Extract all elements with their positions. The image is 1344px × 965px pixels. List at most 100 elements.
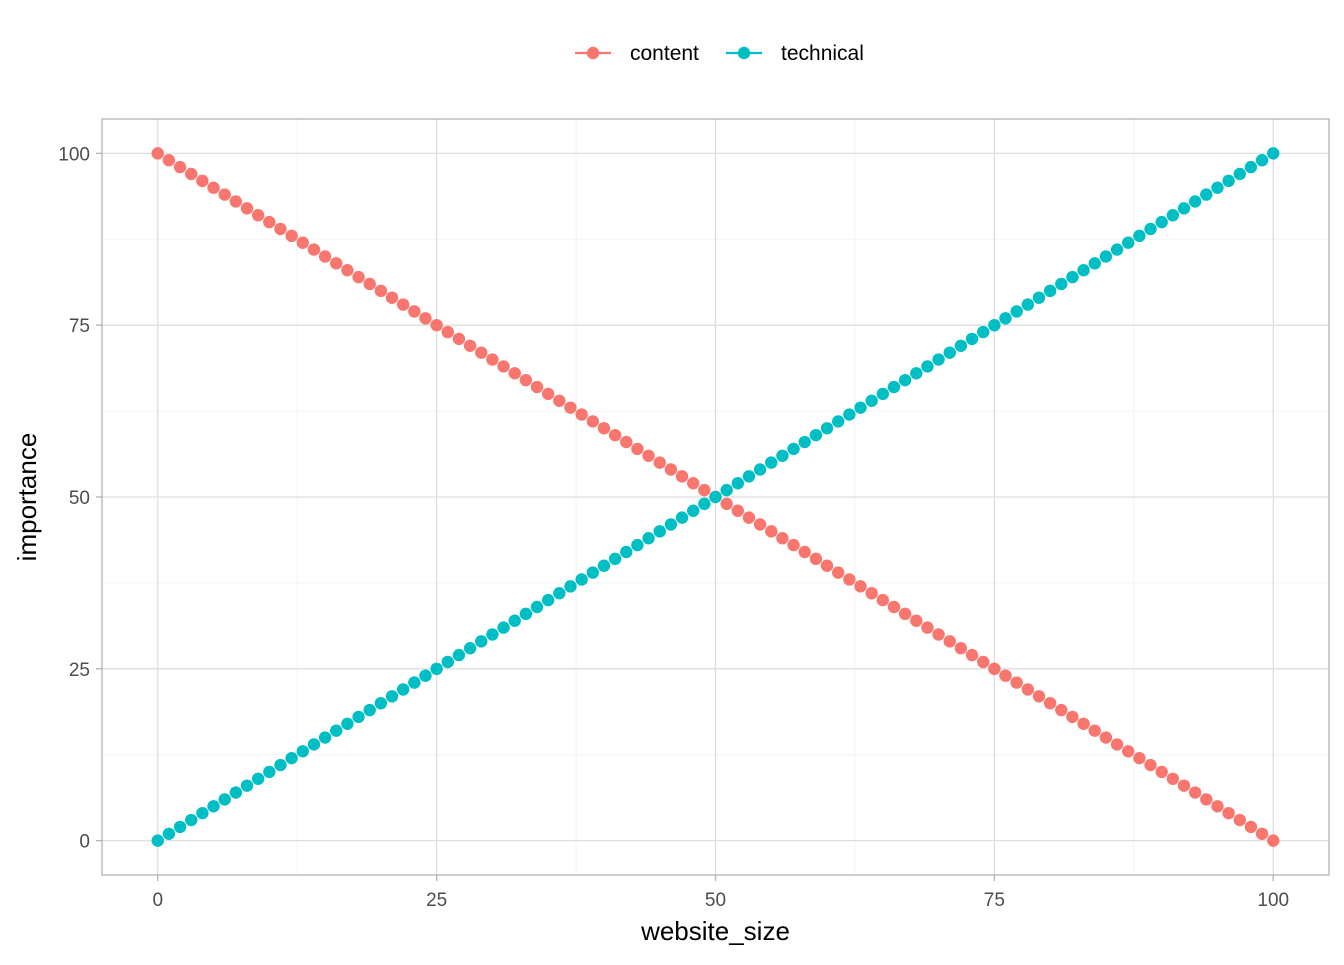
data-point-technical [1244, 160, 1258, 174]
data-point-content [597, 422, 611, 435]
data-point-technical [832, 415, 845, 428]
data-point-technical [1233, 167, 1246, 181]
data-point-content [954, 642, 968, 655]
data-point-content [965, 648, 979, 662]
data-point-content [999, 669, 1012, 682]
legend: content technical [575, 42, 864, 65]
data-point-content [263, 215, 276, 229]
data-point-content [274, 222, 287, 236]
data-point-technical [876, 387, 890, 401]
series-content [151, 147, 1280, 847]
data-point-technical [396, 683, 410, 696]
data-point-content [1133, 751, 1146, 765]
data-point-technical [865, 394, 878, 407]
data-point-technical [642, 532, 655, 545]
data-point-technical [575, 573, 588, 586]
data-point-technical [330, 724, 343, 737]
data-point-content [207, 181, 220, 194]
data-point-technical [285, 751, 298, 765]
data-point-content [664, 463, 678, 476]
data-point-content [832, 566, 845, 579]
y-axis-title: importance [12, 433, 42, 562]
data-point-technical [463, 642, 477, 655]
data-point-technical [731, 477, 745, 490]
data-point-content [675, 470, 689, 483]
data-point-content [396, 298, 410, 311]
data-point-technical [564, 580, 577, 593]
data-point-content [809, 552, 823, 566]
data-point-technical [854, 401, 867, 414]
data-point-content [229, 195, 243, 208]
data-point-technical [798, 435, 811, 449]
data-point-content [776, 532, 789, 545]
x-tick-label: 100 [1257, 890, 1289, 911]
data-point-technical [954, 339, 968, 352]
data-point-content [1077, 717, 1090, 730]
data-point-content [910, 614, 923, 627]
data-point-technical [809, 428, 823, 442]
data-point-content [742, 511, 756, 524]
data-point-technical [686, 504, 700, 517]
data-point-content [1244, 820, 1258, 834]
data-point-technical [1021, 298, 1035, 311]
data-point-content [341, 264, 354, 277]
axis-ticks: 0 25 50 75 100 0 25 50 75 100 [58, 144, 1289, 911]
data-point-content [698, 483, 711, 497]
data-point-technical [620, 545, 633, 559]
data-point-technical [196, 806, 209, 820]
data-point-technical [843, 408, 856, 421]
data-point-content [887, 600, 901, 614]
data-point-technical [363, 703, 376, 717]
data-point-technical [753, 463, 767, 476]
data-point-technical [742, 470, 756, 483]
data-point-content [787, 538, 800, 552]
data-point-technical [240, 779, 254, 792]
y-tick-label: 0 [79, 832, 90, 853]
data-point-content [251, 209, 265, 222]
x-axis-title: website_size [640, 916, 790, 946]
data-point-content [820, 559, 834, 572]
data-point-technical [162, 827, 176, 840]
data-point-content [463, 339, 477, 352]
data-point-technical [943, 346, 956, 359]
data-point-technical [1066, 270, 1079, 284]
series-technical [151, 147, 1280, 847]
data-point-technical [1188, 195, 1202, 208]
data-point-technical [608, 552, 622, 566]
data-point-content [1144, 758, 1157, 772]
data-point-content [1055, 703, 1068, 717]
data-point-content [173, 160, 187, 174]
data-point-technical [408, 676, 421, 689]
data-point-technical [1043, 284, 1057, 298]
data-point-content [1233, 813, 1246, 827]
data-point-technical [1110, 243, 1124, 256]
data-point-content [196, 174, 209, 188]
data-point-technical [173, 820, 187, 834]
data-point-technical [653, 525, 666, 538]
data-point-content [977, 655, 990, 669]
data-point-technical [452, 648, 466, 662]
data-point-technical [508, 614, 521, 627]
data-point-technical [1032, 291, 1046, 304]
data-point-content [1032, 690, 1046, 703]
legend-key-point [586, 46, 600, 60]
data-point-technical [207, 800, 220, 813]
data-point-technical [274, 758, 287, 772]
data-point-content [296, 236, 309, 249]
data-point-content [586, 415, 599, 428]
data-point-technical [898, 373, 912, 387]
data-point-content [731, 504, 745, 517]
data-point-technical [1133, 229, 1146, 243]
data-point-technical [921, 360, 934, 373]
data-point-technical [1177, 202, 1191, 215]
data-point-content [162, 154, 176, 167]
legend-key-point [737, 46, 751, 60]
data-point-content [1122, 745, 1135, 758]
data-point-technical [887, 380, 901, 394]
x-tick-label: 75 [984, 890, 1005, 911]
data-point-content [1200, 793, 1213, 806]
data-point-technical [263, 765, 276, 779]
data-point-content [218, 188, 231, 201]
data-point-technical [675, 511, 689, 524]
data-point-technical [765, 456, 778, 469]
